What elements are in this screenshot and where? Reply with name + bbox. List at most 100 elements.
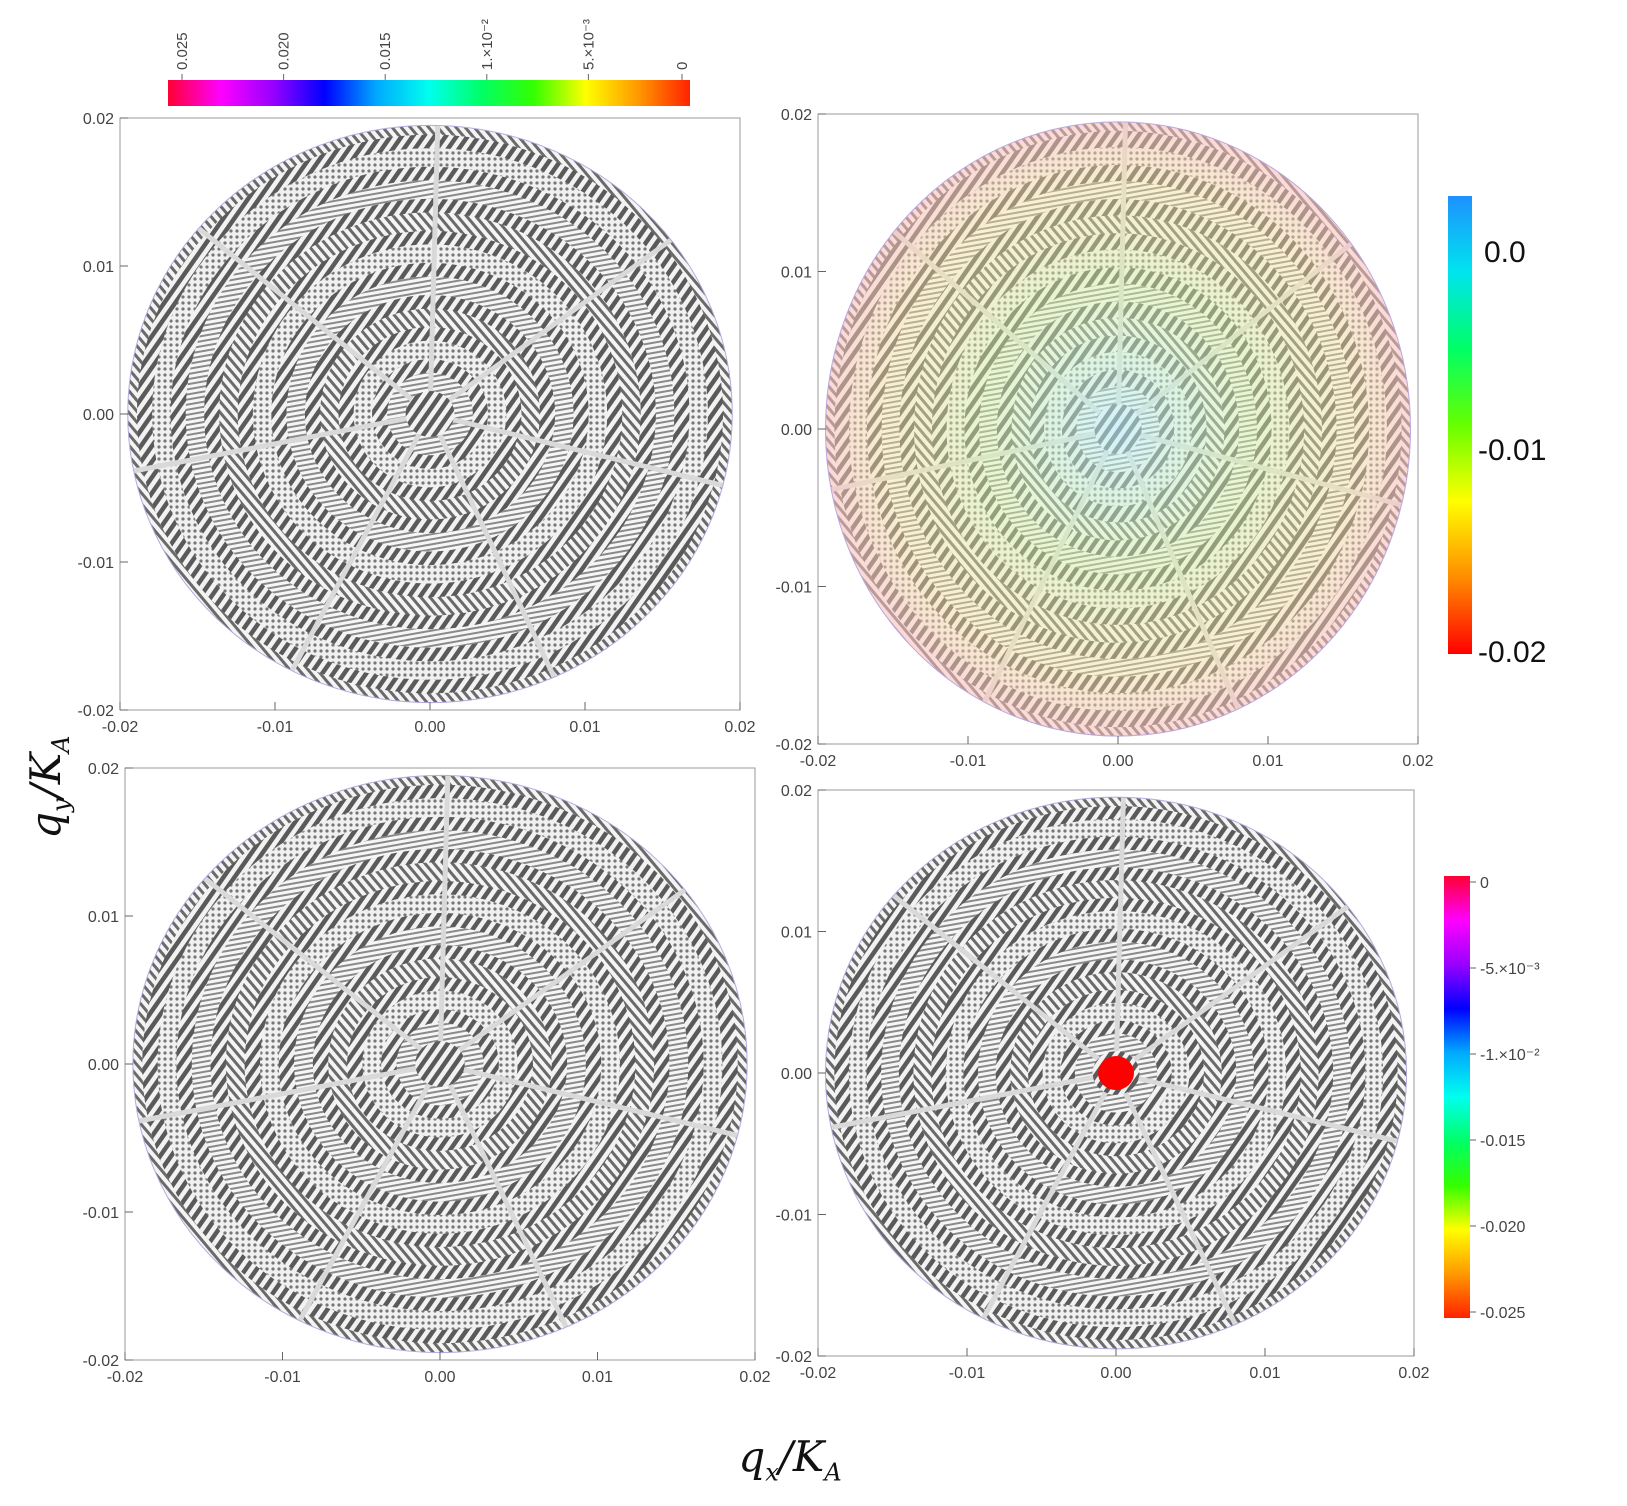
y-tick-label: 0.00 bbox=[88, 1057, 119, 1074]
y-title-slash: /K bbox=[20, 752, 70, 799]
disk-ring bbox=[977, 941, 1255, 1205]
colorbar-label: 0.020 bbox=[276, 32, 293, 70]
x-tick-label: 0.01 bbox=[569, 719, 600, 736]
x-title-sub2: A bbox=[824, 1458, 842, 1487]
sector-seam bbox=[458, 887, 687, 1053]
sector-seam bbox=[1114, 797, 1126, 1052]
disk-ring bbox=[252, 244, 608, 584]
x-tick-label: -0.01 bbox=[950, 753, 987, 770]
sector-seam bbox=[891, 893, 1100, 1061]
sector-seam bbox=[1137, 1076, 1399, 1144]
y-tick-label: -0.01 bbox=[776, 1208, 813, 1225]
y-tick-label: 0.01 bbox=[83, 259, 114, 276]
panel-top-left: -0.02 -0.01 0.00 0.01 0.02 -0.02 -0.01 0.00 0.01… bbox=[78, 111, 756, 736]
center-spot bbox=[1098, 1056, 1134, 1090]
disk-ring bbox=[294, 926, 586, 1202]
y-title-sub: y bbox=[47, 798, 76, 812]
colorbar-label: 0.0 bbox=[1484, 236, 1526, 269]
colorbar-label: 0.015 bbox=[377, 32, 394, 70]
panel-bottom-left: -0.02 -0.01 0.00 0.01 0.02 -0.02 -0.01 0.00 0.01… bbox=[83, 761, 771, 1386]
y-axis-title: qy/KA bbox=[21, 727, 75, 847]
x-axis-title: qx/KA bbox=[700, 1432, 880, 1486]
x-tick-label: 0.00 bbox=[1100, 1365, 1131, 1382]
x-tick-label: 0.02 bbox=[1402, 753, 1433, 770]
y-tick-label: -0.02 bbox=[83, 1353, 120, 1370]
disk-ring bbox=[945, 910, 1287, 1236]
sector-seam bbox=[138, 1066, 417, 1124]
x-title-slash: /K bbox=[778, 1432, 825, 1481]
disk-ring bbox=[881, 849, 1351, 1297]
y-tick-label: 0.02 bbox=[83, 111, 114, 128]
x-tick-label: 0.00 bbox=[424, 1369, 455, 1386]
x-tick-label: 0.00 bbox=[414, 719, 445, 736]
sector-seam bbox=[981, 1091, 1108, 1320]
y-tick-label: 0.02 bbox=[781, 107, 812, 124]
sector-seam bbox=[133, 416, 407, 474]
sector-seam bbox=[437, 433, 557, 679]
sector-seam bbox=[447, 1083, 569, 1329]
sector-seam bbox=[203, 876, 423, 1052]
panel-bottom-right: -0.02 -0.01 0.00 0.01 0.02 -0.02 -0.01 0.00 0.01… bbox=[776, 783, 1430, 1382]
x-tick-label: 0.02 bbox=[739, 1369, 770, 1386]
x-tick-label: -0.01 bbox=[264, 1369, 301, 1386]
disk-base bbox=[127, 125, 733, 703]
disk-base bbox=[132, 775, 748, 1353]
colorbar-strip bbox=[1448, 196, 1472, 654]
colorbar-top-left: 0.025 0.020 0.015 1.×10⁻² 5.×10⁻³ 0 bbox=[168, 19, 691, 106]
colorbar-label: 1.×10⁻² bbox=[479, 19, 496, 70]
sector-seam bbox=[438, 775, 451, 1041]
x-tick-label: 0.00 bbox=[1102, 753, 1133, 770]
colorbar-label: -0.025 bbox=[1480, 1305, 1525, 1322]
x-tick-label: -0.01 bbox=[949, 1365, 986, 1382]
y-tick-label: -0.02 bbox=[78, 703, 115, 720]
colorbar-label: -1.×10⁻² bbox=[1480, 1047, 1540, 1064]
disk-color-tint bbox=[825, 121, 1411, 737]
colorbar-label: -0.020 bbox=[1480, 1219, 1525, 1236]
x-tick-label: 0.02 bbox=[724, 719, 755, 736]
colorbar-label: -5.×10⁻³ bbox=[1480, 961, 1540, 978]
colorbar-label: 0 bbox=[1480, 875, 1489, 892]
sector-seam bbox=[447, 237, 673, 403]
x-tick-label: 0.01 bbox=[582, 1369, 613, 1386]
disk-ring bbox=[320, 308, 540, 520]
disk-texture bbox=[127, 125, 733, 703]
disk-ring bbox=[191, 830, 689, 1298]
y-tick-label: -0.01 bbox=[776, 580, 813, 597]
colorbar-bottom-right: 0 -5.×10⁻³ -1.×10⁻² -0.015 -0.020 -0.025 bbox=[1444, 875, 1540, 1322]
disk-ring bbox=[848, 818, 1384, 1328]
colorbar-label: 0 bbox=[674, 62, 691, 70]
x-tick-label: 0.01 bbox=[1252, 753, 1283, 770]
sector-seam bbox=[428, 125, 441, 391]
disk-texture bbox=[825, 121, 1411, 737]
colorbar-label: -0.02 bbox=[1478, 636, 1546, 669]
y-title-sub2: A bbox=[47, 735, 76, 753]
sector-seam bbox=[297, 1083, 431, 1322]
disk-ring bbox=[225, 862, 655, 1266]
disk-texture bbox=[132, 775, 748, 1353]
sector-seam bbox=[830, 1074, 1094, 1130]
sector-seam bbox=[463, 1067, 739, 1138]
y-tick-label: -0.02 bbox=[776, 1349, 813, 1366]
x-title-sub: x bbox=[765, 1458, 779, 1487]
colorbar-label: -0.01 bbox=[1478, 434, 1546, 467]
disk-ring bbox=[157, 798, 723, 1330]
sector-seam bbox=[1123, 1092, 1238, 1326]
y-tick-label: -0.02 bbox=[776, 737, 813, 754]
y-tick-label: 0.00 bbox=[781, 422, 812, 439]
y-title-main: q bbox=[20, 811, 70, 839]
y-tick-label: 0.00 bbox=[83, 407, 114, 424]
y-tick-label: -0.01 bbox=[83, 1205, 120, 1222]
disk-ring bbox=[185, 180, 675, 648]
y-tick-label: 0.01 bbox=[781, 925, 812, 942]
colorbar-top-right: 0.0 -0.01 -0.02 bbox=[1448, 196, 1546, 669]
disk-ring bbox=[259, 894, 621, 1234]
y-tick-label: 0.02 bbox=[88, 761, 119, 778]
x-tick-label: 0.02 bbox=[1398, 1365, 1429, 1382]
x-tick-label: -0.02 bbox=[102, 719, 139, 736]
y-tick-label: 0.01 bbox=[88, 909, 119, 926]
x-tick-label: -0.02 bbox=[800, 753, 837, 770]
y-tick-label: 0.02 bbox=[781, 783, 812, 800]
sector-seam bbox=[289, 433, 422, 672]
disk-ring bbox=[913, 880, 1319, 1266]
